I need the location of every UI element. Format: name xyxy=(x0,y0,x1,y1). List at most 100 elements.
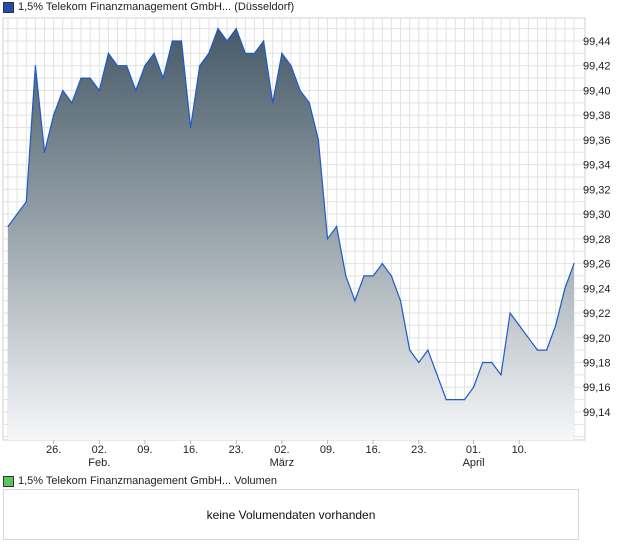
data-point xyxy=(290,65,292,67)
y-tick-label: 99,38 xyxy=(583,110,611,122)
data-point xyxy=(399,300,402,302)
data-point xyxy=(326,238,329,240)
volume-swatch-icon xyxy=(3,475,14,487)
x-month-label: Feb. xyxy=(88,457,110,469)
data-point xyxy=(573,262,575,265)
data-point xyxy=(162,77,164,79)
data-point xyxy=(208,52,210,54)
data-point xyxy=(244,52,246,54)
data-point xyxy=(472,386,475,388)
x-tick-label: 01. xyxy=(466,444,481,456)
y-tick-label: 99,22 xyxy=(583,308,611,320)
y-tick-label: 99,32 xyxy=(583,184,611,196)
data-point xyxy=(53,114,55,116)
data-point xyxy=(263,40,265,42)
data-point xyxy=(454,398,456,401)
y-tick-label: 99,20 xyxy=(583,333,611,345)
x-month-label: März xyxy=(270,457,294,469)
data-point xyxy=(409,349,411,351)
data-point xyxy=(427,349,429,351)
data-point xyxy=(436,374,438,376)
data-point xyxy=(390,275,393,277)
y-tick-label: 99,40 xyxy=(583,85,611,97)
data-point xyxy=(482,361,484,364)
y-tick-label: 99,24 xyxy=(583,283,611,295)
y-tick-label: 99,26 xyxy=(583,259,611,271)
x-tick-label: 16. xyxy=(366,444,381,456)
x-tick-label: 26. xyxy=(46,444,61,456)
data-point xyxy=(153,52,155,54)
legend-volume-label: 1,5% Telekom Finanzmanagement GmbH... Vo… xyxy=(18,475,278,487)
data-point xyxy=(509,312,511,314)
data-point xyxy=(135,89,137,92)
data-point xyxy=(299,89,301,92)
data-point xyxy=(317,139,319,141)
x-tick-label: 02. xyxy=(274,444,289,456)
x-month-label: April xyxy=(463,457,485,469)
legend-main-label: 1,5% Telekom Finanzmanagement GmbH... (D… xyxy=(18,1,295,13)
data-point xyxy=(171,40,173,42)
x-tick-label: 02. xyxy=(92,444,107,456)
data-point xyxy=(16,213,18,215)
volume-empty-message: keine Volumendaten vorhanden xyxy=(206,507,376,522)
y-tick-label: 99,16 xyxy=(583,382,611,394)
volume-panel: keine Volumendaten vorhanden xyxy=(3,489,579,540)
y-tick-label: 99,18 xyxy=(583,357,611,369)
y-tick-label: 99,14 xyxy=(583,407,611,419)
data-point xyxy=(34,65,36,67)
data-point xyxy=(418,361,420,364)
data-point xyxy=(62,89,64,92)
y-tick-label: 99,42 xyxy=(583,61,611,73)
x-tick-label: 23. xyxy=(411,444,426,456)
price-chart: 99,14 99,16 99,18 99,20 99,22 99,24 99,26 99,28… xyxy=(2,17,611,469)
x-tick-label: 09. xyxy=(320,444,335,456)
data-point xyxy=(336,225,338,228)
data-point xyxy=(199,65,201,67)
data-point xyxy=(116,65,119,67)
data-point xyxy=(98,89,100,92)
data-point xyxy=(25,201,27,203)
legend-volume[interactable]: 1,5% Telekom Finanzmanagement GmbH... Vo… xyxy=(3,475,277,487)
y-tick-label: 99,34 xyxy=(583,160,611,172)
data-point xyxy=(500,374,502,376)
data-point xyxy=(217,28,219,30)
data-point xyxy=(445,398,447,401)
data-point xyxy=(253,52,256,54)
data-point xyxy=(564,287,566,289)
x-tick-label: 09. xyxy=(137,444,152,456)
data-point xyxy=(71,102,73,104)
data-point xyxy=(546,349,548,351)
data-point xyxy=(89,77,91,79)
data-point xyxy=(372,275,374,277)
data-point xyxy=(7,225,9,228)
y-tick-label: 99,28 xyxy=(583,234,611,246)
data-point xyxy=(126,65,128,67)
data-point xyxy=(345,275,347,277)
data-point xyxy=(308,102,310,104)
data-point xyxy=(518,324,520,326)
series-swatch-icon xyxy=(3,1,14,13)
data-point xyxy=(491,361,493,364)
legend-main[interactable]: 1,5% Telekom Finanzmanagement GmbH... (D… xyxy=(3,1,294,13)
data-point xyxy=(189,126,192,129)
data-point xyxy=(363,275,365,277)
data-point xyxy=(226,40,228,42)
data-point xyxy=(272,102,274,104)
data-point xyxy=(80,77,82,79)
y-tick-label: 99,44 xyxy=(583,36,611,48)
data-point xyxy=(354,300,356,302)
y-tick-label: 99,30 xyxy=(583,209,611,221)
data-point xyxy=(555,324,557,326)
price-area xyxy=(8,28,574,440)
data-point xyxy=(527,337,529,339)
data-point xyxy=(463,398,466,401)
data-point xyxy=(43,151,46,153)
data-point xyxy=(180,40,183,42)
data-point xyxy=(536,349,539,351)
data-point xyxy=(144,65,146,67)
x-tick-label: 16. xyxy=(183,444,198,456)
x-tick-label: 23. xyxy=(229,444,244,456)
data-point xyxy=(107,52,110,54)
data-point xyxy=(281,52,283,54)
x-tick-label: 10. xyxy=(512,444,527,456)
